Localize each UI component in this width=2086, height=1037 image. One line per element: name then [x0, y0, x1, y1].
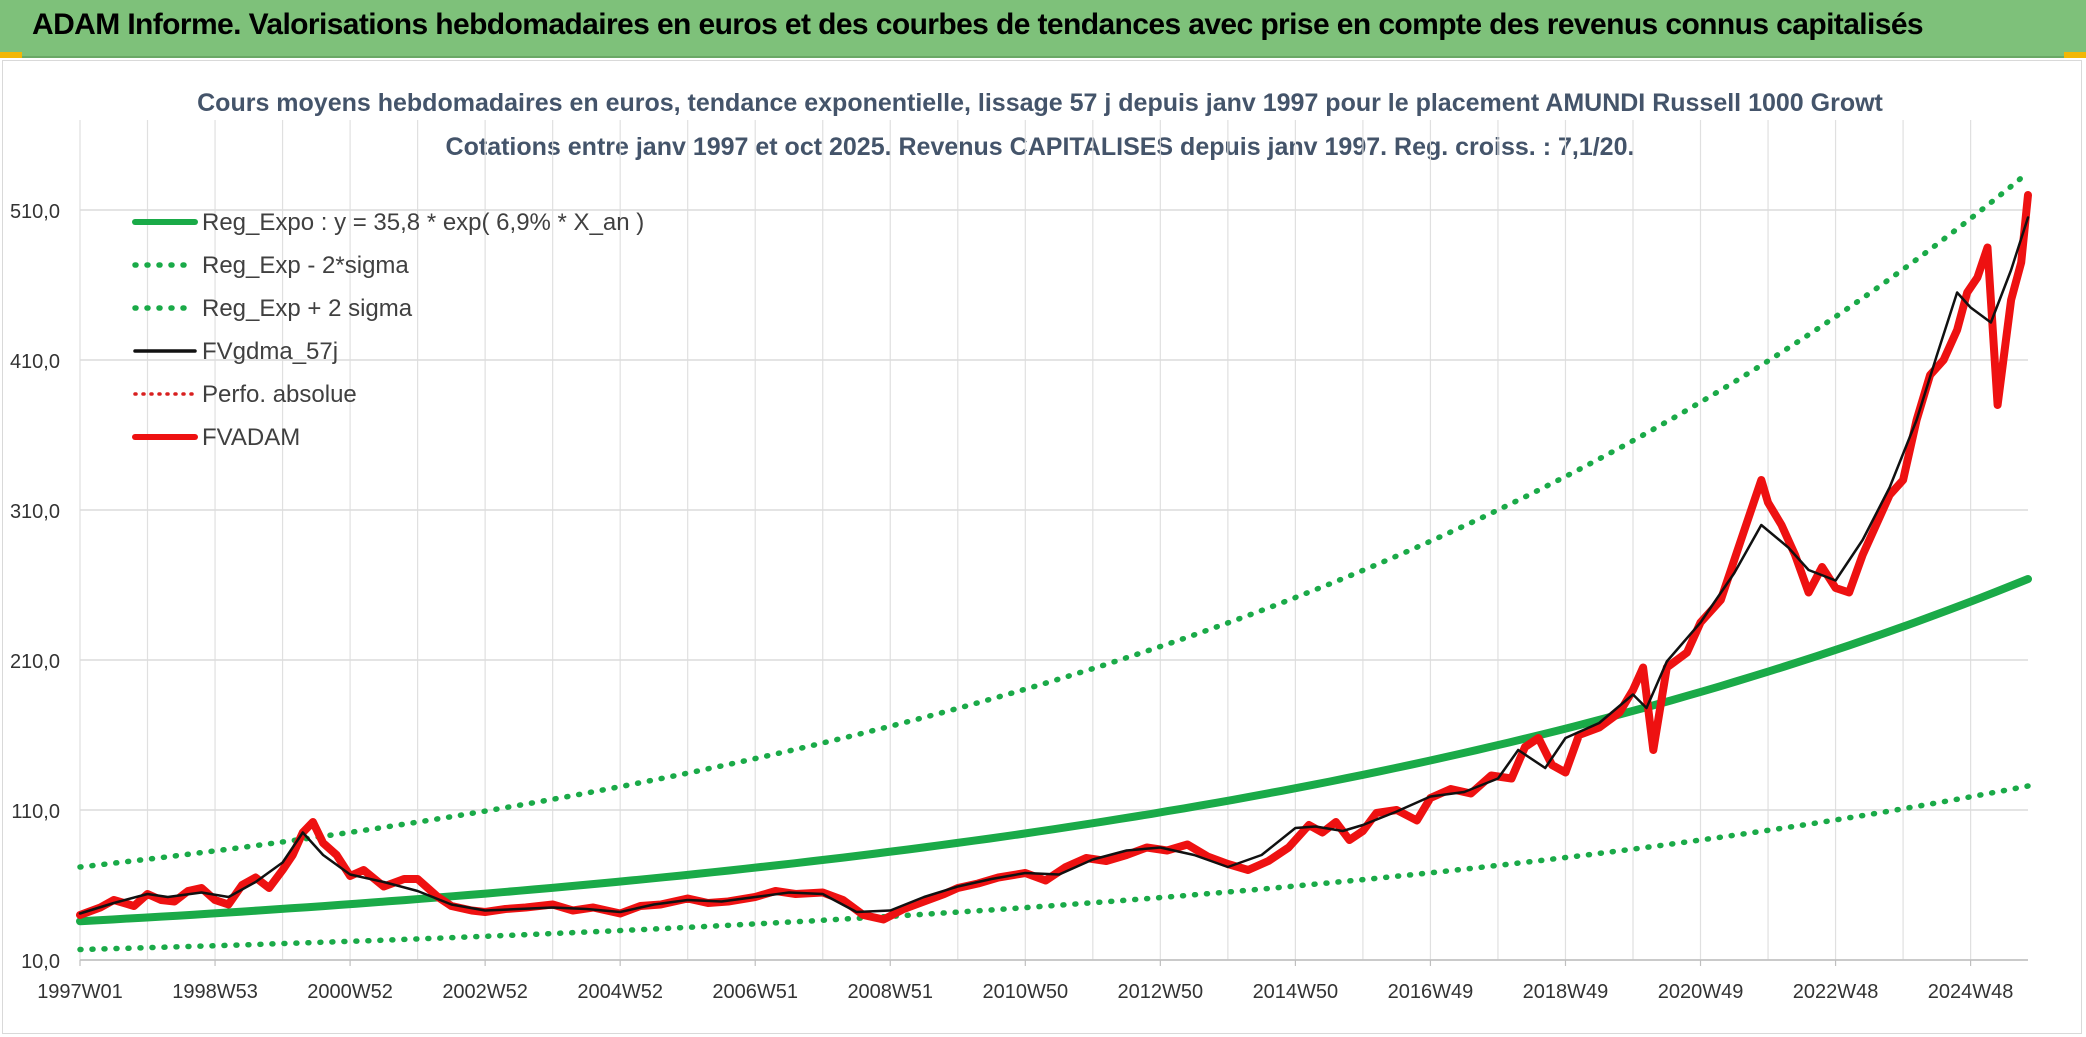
y-tick-label: 410,0 [10, 351, 60, 373]
x-tick-label: 2006W51 [712, 981, 798, 1003]
x-tick-label: 2016W49 [1388, 981, 1474, 1003]
y-tick-label: 310,0 [10, 501, 60, 523]
series-reg_exp-line [77, 783, 2031, 953]
x-tick-label: 2014W50 [1253, 981, 1339, 1003]
x-tick-label: 2002W52 [442, 981, 528, 1003]
x-tick-label: 2010W50 [982, 981, 1068, 1003]
series-fvgdma_57j-line [78, 216, 2030, 915]
legend-label: Reg_Exp - 2*sigma [202, 252, 409, 279]
x-tick-label: 2008W51 [847, 981, 933, 1003]
series-layer [76, 169, 2032, 953]
x-tick-label: 2022W48 [1793, 981, 1879, 1003]
x-tick-label: 1998W53 [172, 981, 258, 1003]
x-tick-label: 2020W49 [1658, 981, 1744, 1003]
y-tick-label: 210,0 [10, 651, 60, 673]
legend-label: Reg_Exp + 2 sigma [202, 295, 413, 322]
chart-title: Cours moyens hebdomadaires en euros, ten… [197, 89, 1883, 117]
series-reg_expo-line [76, 575, 2032, 926]
legend-label: FVgdma_57j [202, 338, 338, 365]
report-banner: ADAM Informe. Valorisations hebdomadaire… [0, 0, 2086, 58]
chart-subtitle: Cotations entre janv 1997 et oct 2025. R… [446, 133, 1635, 161]
report-title: ADAM Informe. Valorisations hebdomadaire… [32, 8, 1924, 41]
series-fvadam-line [76, 191, 2032, 924]
x-tick-label: 2000W52 [307, 981, 393, 1003]
x-tick-label: 2018W49 [1523, 981, 1609, 1003]
x-tick-label: 2012W50 [1118, 981, 1204, 1003]
x-tick-label: 2024W48 [1928, 981, 2014, 1003]
grid [79, 120, 2028, 961]
axes: 10,0 110,0 210,0 310,0 410,0 510,0 1997W01 1998… [10, 201, 2028, 1003]
banner-corner-right [2064, 52, 2086, 58]
legend-label: FVADAM [202, 424, 300, 451]
series-reg_exp-line [77, 169, 2031, 870]
y-tick-label: 510,0 [10, 201, 60, 223]
x-tick-label: 2004W52 [577, 981, 663, 1003]
banner-corner-left [0, 52, 22, 58]
x-tick-label: 1997W01 [37, 981, 123, 1003]
legend-label: Reg_Expo : y = 35,8 * exp( 6,9% * X_an ) [202, 209, 644, 236]
y-tick-label: 10,0 [21, 951, 60, 973]
y-tick-label: 110,0 [11, 801, 60, 823]
legend-label: Perfo. absolue [202, 381, 357, 408]
legend: Reg_Expo : y = 35,8 * exp( 6,9% * X_an )… [132, 209, 644, 451]
